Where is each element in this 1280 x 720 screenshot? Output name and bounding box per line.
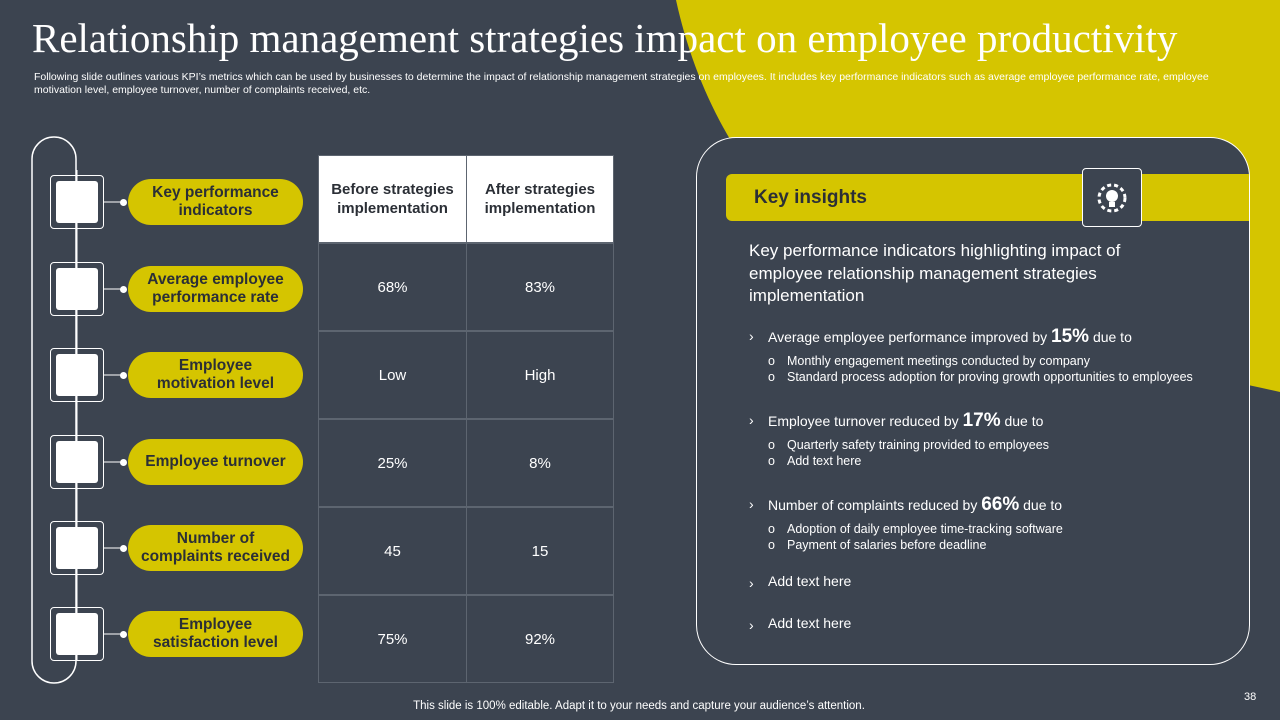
table-header: Before strategies implementation — [318, 155, 467, 243]
insight-lead: Add text here — [768, 615, 852, 631]
bullet-arrow: › — [749, 496, 754, 512]
insight-text: Add text here — [768, 573, 851, 589]
kpi-icon — [50, 175, 104, 229]
insight-trail: due to — [1004, 413, 1044, 429]
bullet-arrow: › — [749, 328, 754, 344]
connector-dot — [120, 286, 127, 293]
insight-lead: Add text here — [768, 573, 852, 589]
insight-trail: due to — [1023, 497, 1063, 513]
bullet-arrow: › — [749, 412, 754, 428]
insight-point: › Number of complaints reduced by 66% due… — [749, 492, 1229, 516]
kpi-label: Employee motivation level — [128, 352, 303, 398]
subpoint-text: Adoption of daily employee time-tracking… — [787, 522, 1063, 536]
insight-subpoint: o Adoption of daily employee time-trackin… — [768, 522, 1063, 536]
kpi-icon — [50, 348, 104, 402]
connector-dot — [120, 459, 127, 466]
subpoint-text: Monthly engagement meetings conducted by… — [787, 354, 1090, 368]
insight-subpoint: o Add text here — [768, 454, 861, 468]
insight-point: › Add text here — [749, 571, 1229, 595]
kpi-label: Average employee performance rate — [128, 266, 303, 312]
insight-highlight: 17% — [962, 410, 1001, 431]
insights-heading: Key performance indicators highlighting … — [749, 241, 1121, 305]
table-cell: 92% — [466, 595, 614, 683]
kpi-label: Number of complaints received — [128, 525, 303, 571]
insight-text: Employee turnover reduced by 17% due to — [768, 410, 1043, 432]
kpi-label: Employee turnover — [128, 439, 303, 485]
subpoint-text: Payment of salaries before deadline — [787, 538, 987, 552]
table-cell: 83% — [466, 243, 614, 331]
table-cell: 68% — [318, 243, 467, 331]
page-number: 38 — [1244, 691, 1257, 703]
insight-highlight: 15% — [1051, 326, 1090, 347]
table-cell: 75% — [318, 595, 467, 683]
insight-subpoint: o Monthly engagement meetings conducted b… — [768, 354, 1090, 368]
insight-subpoint: o Quarterly safety training provided to e… — [768, 438, 1049, 452]
insights-panel — [696, 137, 1250, 665]
bullet-arrow: › — [749, 575, 754, 591]
sub-bullet: o — [768, 438, 775, 452]
insight-text: Average employee performance improved by… — [768, 326, 1132, 348]
insight-lead: Average employee performance improved by — [768, 329, 1048, 345]
sub-bullet: o — [768, 538, 775, 552]
bulb-icon — [1097, 183, 1127, 212]
sub-bullet: o — [768, 522, 775, 536]
table-cell: 8% — [466, 419, 614, 507]
insight-trail: due to — [1092, 329, 1132, 345]
sub-bullet: o — [768, 370, 775, 384]
table-header: After strategies implementation — [466, 155, 614, 243]
insight-subpoint: o Payment of salaries before deadline — [768, 538, 986, 552]
subpoint-text: Add text here — [787, 454, 862, 468]
sub-bullet: o — [768, 454, 775, 468]
subpoint-text: Quarterly safety training provided to em… — [787, 438, 1049, 452]
subpoint-text: Standard process adoption for proving gr… — [787, 370, 1193, 384]
subtitle: Following slide outlines various KPI’s m… — [34, 71, 1209, 96]
kpi-icon — [50, 521, 104, 575]
sub-bullet: o — [768, 354, 775, 368]
connector-dot — [120, 199, 127, 206]
table-cell: High — [466, 331, 614, 419]
insight-text: Number of complaints reduced by 66% due … — [768, 494, 1062, 516]
title: Relationship management strategies impac… — [32, 15, 1178, 61]
table-cell: Low — [318, 331, 467, 419]
kpi-icon — [50, 435, 104, 489]
insight-point: › Employee turnover reduced by 17% due to — [749, 408, 1229, 432]
table-cell: 25% — [318, 419, 467, 507]
kpi-icon — [50, 262, 104, 316]
insight-point: › Add text here — [749, 613, 1229, 637]
connector-dot — [120, 372, 127, 379]
footer: This slide is 100% editable. Adapt it to… — [413, 700, 865, 712]
insights-title: Key insights — [726, 174, 1249, 221]
insight-point: › Average employee performance improved b… — [749, 324, 1229, 348]
bullet-arrow: › — [749, 617, 754, 633]
connector-dot — [120, 545, 127, 552]
kpi-label: Key performance indicators — [128, 179, 303, 225]
insight-text: Add text here — [768, 615, 851, 631]
connector-dot — [120, 631, 127, 638]
insight-lead: Employee turnover reduced by — [768, 413, 959, 429]
insight-subpoint: o Standard process adoption for proving g… — [768, 370, 1193, 384]
table-cell: 15 — [466, 507, 614, 595]
table-cell: 45 — [318, 507, 467, 595]
insights-icon — [1082, 168, 1142, 227]
insight-highlight: 66% — [981, 494, 1020, 515]
kpi-icon — [50, 607, 104, 661]
kpi-label: Employee satisfaction level — [128, 611, 303, 657]
insight-lead: Number of complaints reduced by — [768, 497, 978, 513]
